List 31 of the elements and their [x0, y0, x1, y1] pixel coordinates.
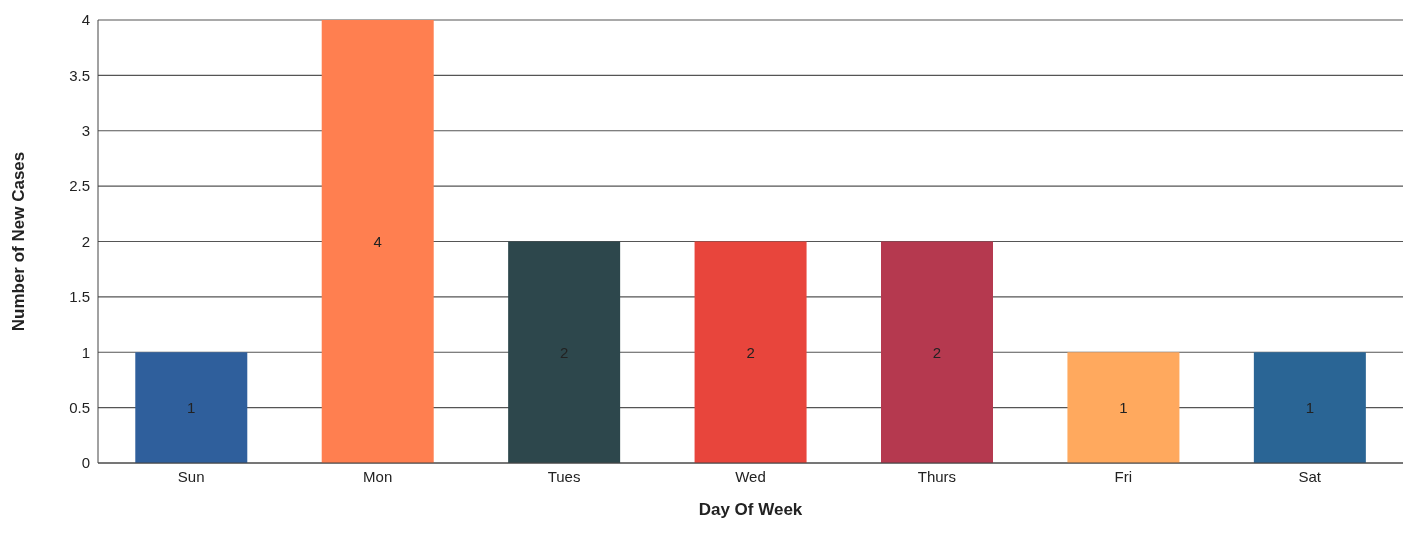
x-tick-label: Sun [177, 467, 205, 485]
y-tick-label: 0 [81, 454, 90, 472]
data-label: 1 [1119, 398, 1128, 416]
bar [694, 241, 807, 463]
y-tick-label: 0.5 [69, 398, 90, 416]
bar [508, 241, 621, 463]
x-tick-label: Mon [363, 467, 393, 485]
y-tick-label: 1.5 [69, 288, 90, 306]
x-tick-label: Fri [1114, 467, 1133, 485]
x-tick-label: Wed [735, 467, 766, 485]
y-tick-label: 3 [81, 122, 90, 140]
y-axis-title: Number of New Cases [9, 151, 29, 332]
data-label: 2 [932, 343, 942, 361]
bar [1067, 352, 1180, 463]
y-tick-label: 4 [81, 11, 90, 29]
data-label: 2 [746, 343, 755, 361]
x-axis-title: Day Of Week [698, 500, 803, 519]
x-tick-label: Thurs [917, 467, 957, 485]
bar [135, 352, 248, 463]
data-label: 1 [187, 398, 196, 416]
bar [1253, 352, 1366, 463]
bar [321, 20, 434, 463]
data-label: 4 [373, 232, 382, 250]
bar [881, 241, 993, 463]
y-tick-label: 2.5 [69, 177, 90, 195]
data-label: 1 [1305, 398, 1315, 416]
y-tick-label: 1 [81, 343, 90, 361]
y-tick-label: 3.5 [69, 66, 90, 84]
y-tick-label: 2 [81, 232, 90, 250]
x-tick-label: Tues [547, 467, 581, 485]
x-tick-label: Sat [1298, 467, 1322, 485]
